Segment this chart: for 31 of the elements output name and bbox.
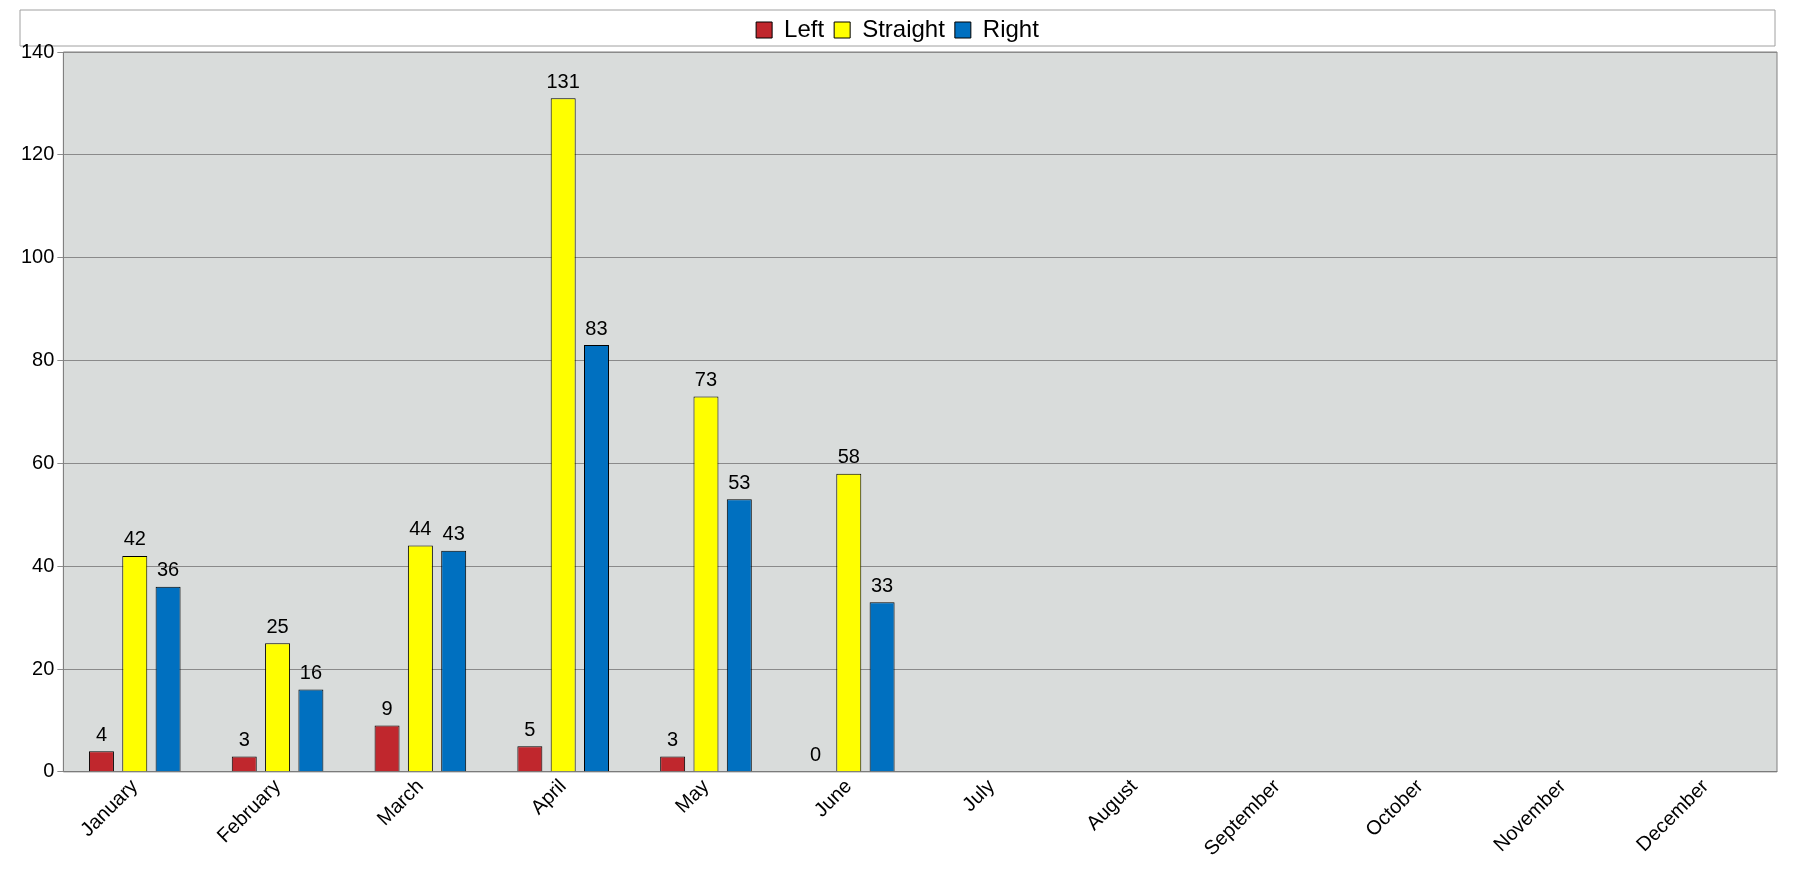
data-label: 36 [156,558,180,581]
data-label: 3 [238,727,250,750]
y-tick-label: 140 [20,39,55,62]
y-tick-label: 20 [32,656,55,679]
y-tick-label: 100 [20,245,55,268]
data-label: 0 [809,743,822,766]
data-label: 9 [381,697,393,720]
y-tick-label: 80 [32,348,55,371]
y-tick-label: 60 [32,450,55,473]
y-tick-label: 120 [20,142,55,165]
data-label: 5 [524,717,536,740]
data-label: 33 [870,573,894,596]
x-tick-label: May [670,774,713,817]
data-label: 43 [442,522,465,545]
data-label: 25 [266,614,289,637]
data-label: 53 [728,470,751,493]
data-label: 131 [546,69,580,92]
data-label: 16 [299,661,323,684]
data-label: 44 [409,517,432,540]
legend-label: Right [982,14,1040,42]
y-tick-label: 40 [32,553,55,576]
data-label: 4 [95,722,108,745]
data-label: 58 [837,445,860,468]
data-label: 73 [694,368,718,391]
x-tick-label: July [957,774,999,816]
legend-label: Straight [862,14,946,42]
y-tick-label: 0 [43,759,55,782]
legend-label: Left [784,14,825,42]
data-label: 3 [667,727,679,750]
data-label: 42 [123,527,146,550]
data-label: 83 [585,316,608,339]
